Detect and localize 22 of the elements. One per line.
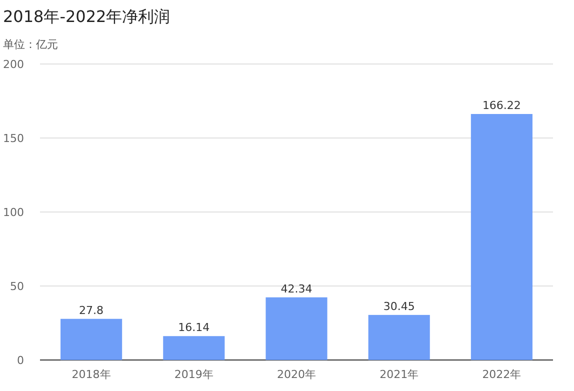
- y-tick-label: 150: [3, 132, 24, 145]
- bar: [266, 297, 328, 360]
- bar: [60, 318, 122, 360]
- y-tick-label: 50: [10, 280, 24, 293]
- data-label: 166.22: [482, 98, 521, 112]
- y-tick-label: 0: [17, 354, 24, 367]
- chart-title: 2018年-2022年净利润: [3, 7, 170, 26]
- chart-subtitle: 单位：亿元: [3, 38, 58, 51]
- data-label: 27.8: [79, 304, 104, 317]
- data-label: 42.34: [280, 282, 312, 296]
- x-tick-label: 2022年: [482, 368, 522, 381]
- x-tick-label: 2018年: [72, 368, 111, 381]
- x-tick-label: 2021年: [380, 368, 419, 381]
- x-tick-label: 2019年: [174, 368, 214, 381]
- data-label: 16.14: [178, 321, 210, 334]
- bar: [163, 336, 225, 360]
- x-tick-label: 2020年: [277, 368, 316, 381]
- y-tick-label: 200: [3, 58, 24, 71]
- y-tick-label: 100: [3, 206, 24, 219]
- bar: [368, 314, 430, 360]
- data-label: 30.45: [383, 300, 415, 313]
- bar: [470, 114, 532, 360]
